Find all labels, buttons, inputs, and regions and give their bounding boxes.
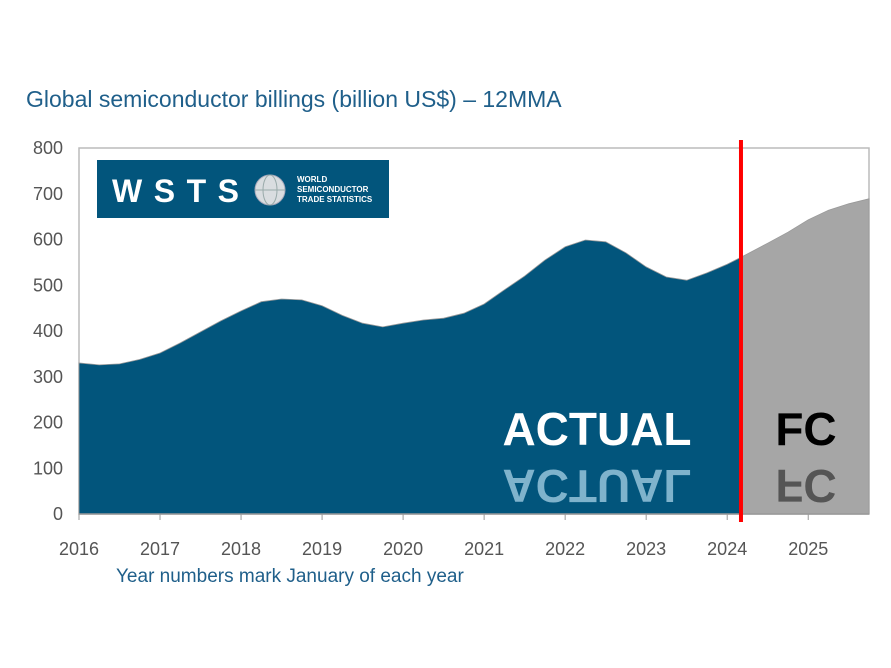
x-tick-label: 2022 bbox=[545, 539, 585, 559]
y-tick-label: 200 bbox=[33, 413, 63, 433]
wsts-logo-text: WSTS bbox=[112, 173, 242, 209]
x-tick-label: 2017 bbox=[140, 539, 180, 559]
x-tick-label: 2018 bbox=[221, 539, 261, 559]
annotation-reflection: ACTUAL bbox=[502, 460, 691, 512]
y-tick-label: 100 bbox=[33, 458, 63, 478]
x-tick-label: 2024 bbox=[707, 539, 747, 559]
x-axis-label: Year numbers mark January of each year bbox=[116, 566, 464, 587]
x-tick-label: 2016 bbox=[59, 539, 99, 559]
area-actual bbox=[78, 239, 742, 515]
wsts-logo-subtext: WORLD bbox=[297, 175, 327, 184]
y-tick-label: 700 bbox=[33, 184, 63, 204]
x-tick-label: 2021 bbox=[464, 539, 504, 559]
y-tick-label: 800 bbox=[33, 138, 63, 158]
wsts-logo bbox=[97, 160, 389, 218]
area-fc bbox=[740, 198, 870, 515]
wsts-logo-subtext: SEMICONDUCTOR bbox=[297, 185, 369, 194]
y-tick-label: 600 bbox=[33, 230, 63, 250]
y-tick-label: 400 bbox=[33, 321, 63, 341]
chart-title: Global semiconductor billings (billion U… bbox=[26, 86, 562, 112]
x-tick-label: 2023 bbox=[626, 539, 666, 559]
annotation-actual: ACTUAL bbox=[502, 403, 691, 455]
y-tick-label: 300 bbox=[33, 367, 63, 387]
x-tick-label: 2019 bbox=[302, 539, 342, 559]
y-tick-label: 500 bbox=[33, 275, 63, 295]
x-tick-label: 2020 bbox=[383, 539, 423, 559]
y-tick-label: 0 bbox=[53, 504, 63, 524]
x-tick-label: 2025 bbox=[788, 539, 828, 559]
annotation-reflection: FC bbox=[775, 460, 836, 512]
wsts-logo-subtext: TRADE STATISTICS bbox=[297, 195, 373, 204]
annotation-fc: FC bbox=[775, 403, 836, 455]
